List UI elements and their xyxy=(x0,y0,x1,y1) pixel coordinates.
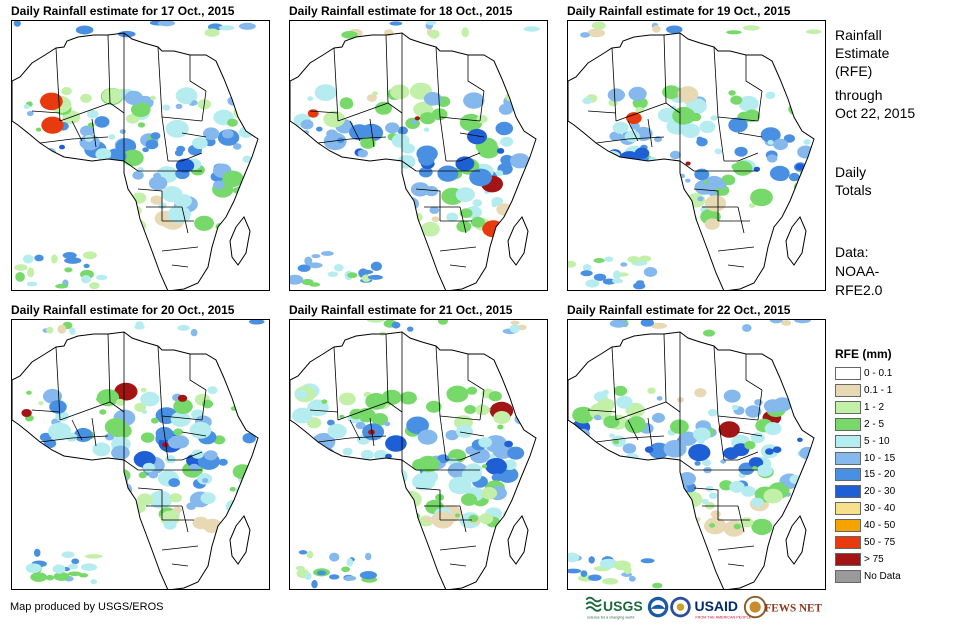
country-borders xyxy=(31,33,207,268)
legend-label: 0.1 - 1 xyxy=(864,384,893,396)
legend-swatch xyxy=(835,417,861,431)
side-daily: Daily xyxy=(835,164,867,180)
legend-swatch xyxy=(835,434,861,448)
rainfall-overlay xyxy=(293,82,536,238)
panel-title: Daily Rainfall estimate for 19 Oct., 201… xyxy=(567,4,791,18)
legend-swatch xyxy=(835,400,861,414)
legend-label: 2 - 5 xyxy=(864,418,885,430)
rainfall-overlay xyxy=(20,86,258,235)
coastline xyxy=(12,32,259,290)
rainfall-overlay xyxy=(14,382,256,538)
legend-label: > 75 xyxy=(864,553,884,565)
country-borders xyxy=(31,332,207,567)
legend-swatch xyxy=(835,383,861,397)
country-borders xyxy=(587,33,763,268)
rainfall-overlay xyxy=(292,383,536,536)
coastline xyxy=(290,331,537,589)
side-totals: Totals xyxy=(835,182,872,198)
panel-title: Daily Rainfall estimate for 18 Oct., 201… xyxy=(289,4,513,18)
country-borders xyxy=(309,332,485,567)
legend-swatch xyxy=(835,502,861,516)
side-data-source-1: NOAA- xyxy=(835,263,880,279)
panel-title: Daily Rainfall estimate for 17 Oct., 201… xyxy=(11,4,235,18)
rainfall-map xyxy=(11,20,270,291)
rainfall-map xyxy=(567,319,826,590)
rainfall-map xyxy=(289,20,548,291)
legend-label: 20 - 30 xyxy=(864,486,896,498)
side-data-label: Data: xyxy=(835,244,869,260)
legend-label: 50 - 75 xyxy=(864,537,896,548)
credit-text: Map produced by USGS/EROS xyxy=(10,601,164,613)
legend-swatch xyxy=(835,569,861,583)
usaid-wordmark: USAID xyxy=(694,598,738,614)
panel-title: Daily Rainfall estimate for 20 Oct., 201… xyxy=(11,303,235,317)
legend-label: 15 - 20 xyxy=(864,469,896,481)
coastline xyxy=(12,331,259,589)
side-through: through xyxy=(835,87,883,103)
rainfall-map xyxy=(289,319,548,590)
country-borders xyxy=(309,33,485,268)
agency-logos: USGS science for a changing world USAID … xyxy=(585,595,823,619)
side-heading-2: Estimate xyxy=(835,45,890,61)
country-borders xyxy=(587,332,763,567)
usgs-logo: USGS science for a changing world xyxy=(585,596,643,619)
rainfall-map xyxy=(11,319,270,590)
legend-title: RFE (mm) xyxy=(835,347,892,361)
legend-label: 5 - 10 xyxy=(864,435,890,447)
side-data-source-2: RFE2.0 xyxy=(835,282,883,298)
usaid-tagline: FROM THE AMERICAN PEOPLE xyxy=(695,615,751,619)
panel-title: Daily Rainfall estimate for 22 Oct., 201… xyxy=(567,303,791,317)
noaa-logo xyxy=(647,596,669,618)
legend-label: 10 - 15 xyxy=(864,452,896,464)
legend-swatch xyxy=(835,519,861,533)
legend-swatch xyxy=(835,367,861,380)
side-heading-1: Rainfall xyxy=(835,27,882,43)
rainfall-overlay xyxy=(571,385,814,537)
fews-net-logo: FEWS NET xyxy=(743,595,823,619)
legend-swatch xyxy=(835,536,861,549)
side-heading-3: (RFE) xyxy=(835,63,873,79)
coastline xyxy=(568,32,815,290)
usgs-wordmark: USGS xyxy=(603,598,643,614)
legend-label: 0 - 0.1 xyxy=(864,368,893,379)
legend-swatch xyxy=(835,468,861,482)
panel-title: Daily Rainfall estimate for 21 Oct., 201… xyxy=(289,303,513,317)
dept-seal xyxy=(670,596,691,618)
usgs-tagline: science for a changing world xyxy=(587,615,634,619)
legend-swatch xyxy=(835,451,861,465)
usaid-logo: USAID FROM THE AMERICAN PEOPLE xyxy=(694,598,751,619)
coastline xyxy=(290,32,537,290)
legend-label: 30 - 40 xyxy=(864,503,896,515)
rainfall-map xyxy=(567,20,826,291)
fews-net-wordmark: FEWS NET xyxy=(764,603,822,615)
legend-label: No Data xyxy=(864,570,901,582)
legend-swatch xyxy=(835,485,861,499)
legend-label: 40 - 50 xyxy=(864,520,896,532)
coastline xyxy=(568,331,815,589)
legend-label: 1 - 2 xyxy=(864,401,885,413)
side-date: Oct 22, 2015 xyxy=(835,105,916,121)
legend-swatch xyxy=(835,552,861,566)
